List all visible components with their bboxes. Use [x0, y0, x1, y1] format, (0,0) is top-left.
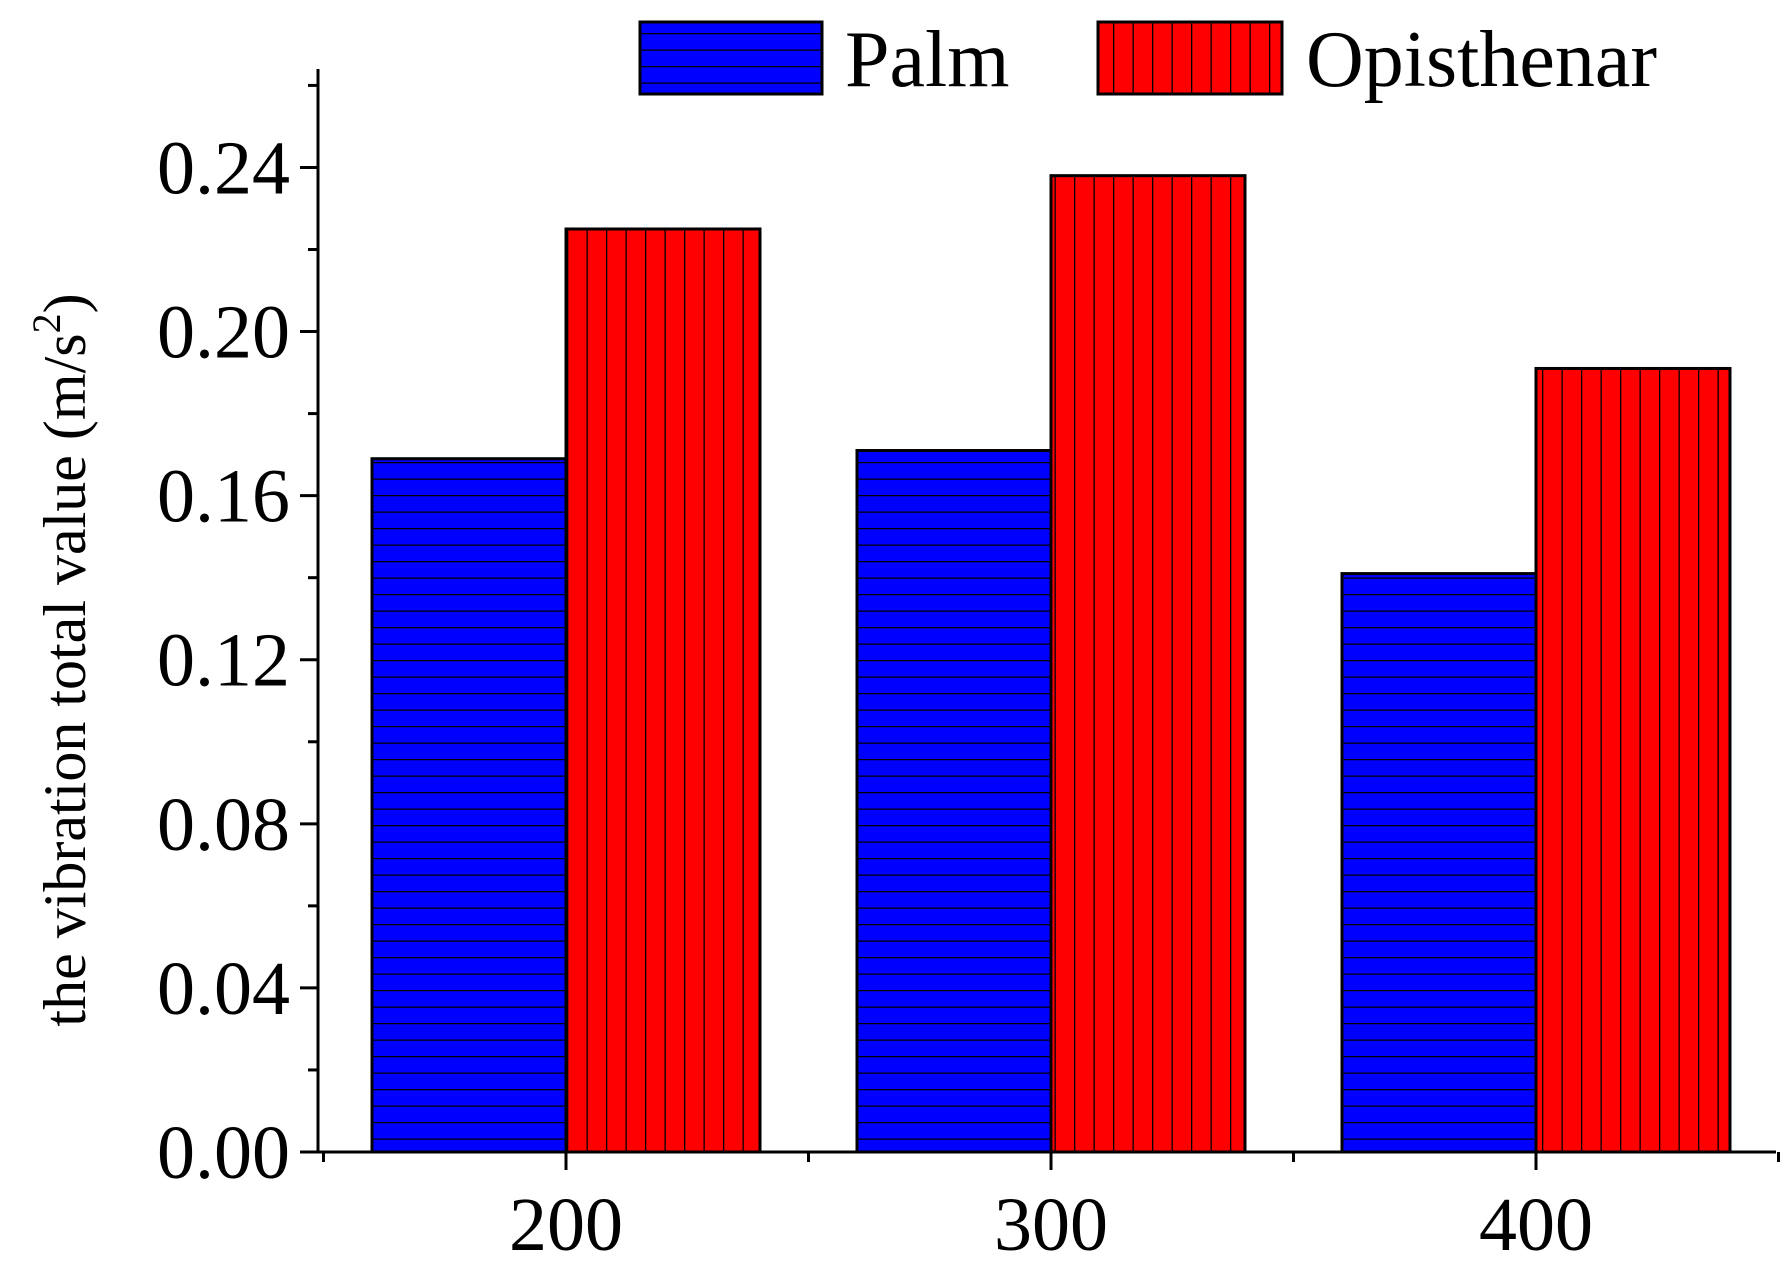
bar-opisthenar-400: [1534, 366, 1732, 1154]
legend-swatch-palm: [638, 20, 824, 96]
bar-palm-200: [370, 457, 568, 1154]
y-tick-label: 0.04: [157, 947, 290, 1031]
y-tick-label: 0.00: [157, 1111, 290, 1195]
bar-palm-300: [855, 449, 1053, 1154]
legend-label-palm: Palm: [845, 16, 1009, 104]
y-tick-label: 0.08: [157, 783, 290, 867]
bar-opisthenar-300: [1049, 174, 1247, 1154]
legend: Palm Opisthenar: [638, 16, 1657, 104]
y-tick-label: 0.20: [157, 291, 290, 375]
y-tick-label: 0.16: [157, 455, 290, 539]
x-tick-label: 400: [1479, 1183, 1593, 1266]
x-tick-label: 300: [994, 1183, 1108, 1266]
y-axis-title: the vibration total value (m/s2): [24, 293, 98, 1026]
bar-opisthenar-200: [564, 227, 762, 1154]
legend-swatch-opisthenar: [1096, 20, 1284, 96]
bar-palm-400: [1340, 572, 1538, 1154]
y-tick-label: 0.24: [157, 126, 290, 210]
x-tick-label: 200: [509, 1183, 623, 1266]
legend-label-opisthenar: Opisthenar: [1306, 16, 1657, 104]
y-tick-label: 0.12: [157, 619, 290, 703]
bars-group: [370, 174, 1732, 1154]
ticks-group: 0.00 0.04 0.08 0.12 0.16 0.20 0.24 200 300 400: [157, 83, 1780, 1266]
